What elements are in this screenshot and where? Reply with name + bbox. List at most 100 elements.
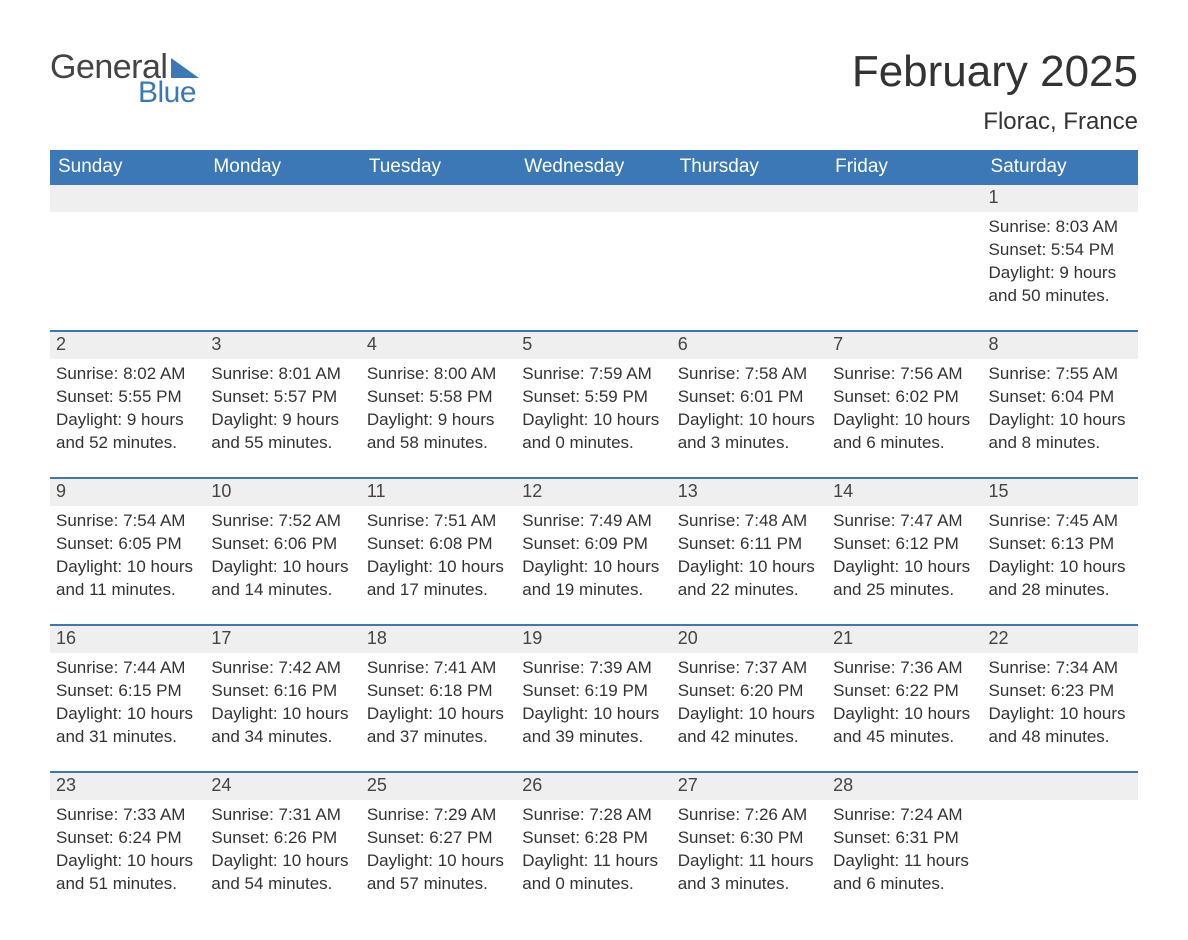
weekday-header: Monday — [205, 150, 360, 185]
sunrise-line: Sunrise: 7:56 AM — [833, 363, 976, 386]
daylight-line: Daylight: 11 hours and 3 minutes. — [678, 850, 821, 896]
daylight-line: Daylight: 10 hours and 8 minutes. — [989, 409, 1132, 455]
daylight-line: Daylight: 9 hours and 50 minutes. — [989, 262, 1132, 308]
daylight-line: Daylight: 11 hours and 0 minutes. — [522, 850, 665, 896]
daylight-line: Daylight: 10 hours and 11 minutes. — [56, 556, 199, 602]
day-details: Sunrise: 8:02 AMSunset: 5:55 PMDaylight:… — [50, 359, 205, 459]
sunrise-line: Sunrise: 7:48 AM — [678, 510, 821, 533]
day-number: 15 — [983, 479, 1138, 506]
week-row: 16Sunrise: 7:44 AMSunset: 6:15 PMDayligh… — [50, 624, 1138, 753]
daylight-line: Daylight: 11 hours and 6 minutes. — [833, 850, 976, 896]
sunrise-line: Sunrise: 7:55 AM — [989, 363, 1132, 386]
day-number — [983, 773, 1138, 800]
day-details — [516, 212, 671, 312]
logo: General Blue — [50, 50, 201, 108]
sunset-line: Sunset: 6:01 PM — [678, 386, 821, 409]
daylight-line: Daylight: 10 hours and 37 minutes. — [367, 703, 510, 749]
sunrise-line: Sunrise: 7:45 AM — [989, 510, 1132, 533]
day-cell: 19Sunrise: 7:39 AMSunset: 6:19 PMDayligh… — [516, 626, 671, 753]
day-details — [205, 212, 360, 312]
day-number: 26 — [516, 773, 671, 800]
sunset-line: Sunset: 6:02 PM — [833, 386, 976, 409]
day-details: Sunrise: 7:52 AMSunset: 6:06 PMDaylight:… — [205, 506, 360, 606]
sunset-line: Sunset: 6:24 PM — [56, 827, 199, 850]
sunset-line: Sunset: 6:08 PM — [367, 533, 510, 556]
weekday-header: Friday — [827, 150, 982, 185]
day-number: 11 — [361, 479, 516, 506]
sunrise-line: Sunrise: 7:49 AM — [522, 510, 665, 533]
sunset-line: Sunset: 6:04 PM — [989, 386, 1132, 409]
page-title: February 2025 — [852, 50, 1138, 94]
day-details — [50, 212, 205, 312]
daylight-line: Daylight: 10 hours and 31 minutes. — [56, 703, 199, 749]
day-number: 12 — [516, 479, 671, 506]
day-cell: 18Sunrise: 7:41 AMSunset: 6:18 PMDayligh… — [361, 626, 516, 753]
sunset-line: Sunset: 6:15 PM — [56, 680, 199, 703]
day-cell: 14Sunrise: 7:47 AMSunset: 6:12 PMDayligh… — [827, 479, 982, 606]
day-details: Sunrise: 7:26 AMSunset: 6:30 PMDaylight:… — [672, 800, 827, 900]
day-cell — [205, 185, 360, 312]
day-cell: 27Sunrise: 7:26 AMSunset: 6:30 PMDayligh… — [672, 773, 827, 900]
day-details — [827, 212, 982, 312]
day-details — [672, 212, 827, 312]
sunrise-line: Sunrise: 7:29 AM — [367, 804, 510, 827]
daylight-line: Daylight: 10 hours and 57 minutes. — [367, 850, 510, 896]
day-cell — [516, 185, 671, 312]
sunrise-line: Sunrise: 7:54 AM — [56, 510, 199, 533]
header-bar: General Blue February 2025 Florac, Franc… — [50, 50, 1138, 136]
daylight-line: Daylight: 10 hours and 34 minutes. — [211, 703, 354, 749]
day-number: 22 — [983, 626, 1138, 653]
sunrise-line: Sunrise: 7:58 AM — [678, 363, 821, 386]
day-cell: 1Sunrise: 8:03 AMSunset: 5:54 PMDaylight… — [983, 185, 1138, 312]
day-cell: 22Sunrise: 7:34 AMSunset: 6:23 PMDayligh… — [983, 626, 1138, 753]
day-number: 25 — [361, 773, 516, 800]
day-details: Sunrise: 7:29 AMSunset: 6:27 PMDaylight:… — [361, 800, 516, 900]
weekday-header: Tuesday — [361, 150, 516, 185]
sunrise-line: Sunrise: 7:42 AM — [211, 657, 354, 680]
day-details: Sunrise: 7:59 AMSunset: 5:59 PMDaylight:… — [516, 359, 671, 459]
day-cell: 2Sunrise: 8:02 AMSunset: 5:55 PMDaylight… — [50, 332, 205, 459]
sunset-line: Sunset: 6:19 PM — [522, 680, 665, 703]
day-details: Sunrise: 7:58 AMSunset: 6:01 PMDaylight:… — [672, 359, 827, 459]
day-number: 24 — [205, 773, 360, 800]
day-number: 18 — [361, 626, 516, 653]
day-cell: 26Sunrise: 7:28 AMSunset: 6:28 PMDayligh… — [516, 773, 671, 900]
day-cell: 6Sunrise: 7:58 AMSunset: 6:01 PMDaylight… — [672, 332, 827, 459]
location-label: Florac, France — [852, 108, 1138, 136]
day-details — [361, 212, 516, 312]
day-details: Sunrise: 7:36 AMSunset: 6:22 PMDaylight:… — [827, 653, 982, 753]
day-details: Sunrise: 8:03 AMSunset: 5:54 PMDaylight:… — [983, 212, 1138, 312]
weekday-header: Wednesday — [516, 150, 671, 185]
day-details: Sunrise: 7:44 AMSunset: 6:15 PMDaylight:… — [50, 653, 205, 753]
day-details: Sunrise: 7:39 AMSunset: 6:19 PMDaylight:… — [516, 653, 671, 753]
day-details: Sunrise: 7:45 AMSunset: 6:13 PMDaylight:… — [983, 506, 1138, 606]
logo-triangle-icon — [171, 56, 201, 78]
day-cell: 12Sunrise: 7:49 AMSunset: 6:09 PMDayligh… — [516, 479, 671, 606]
sunrise-line: Sunrise: 7:47 AM — [833, 510, 976, 533]
day-details: Sunrise: 7:54 AMSunset: 6:05 PMDaylight:… — [50, 506, 205, 606]
day-details: Sunrise: 7:49 AMSunset: 6:09 PMDaylight:… — [516, 506, 671, 606]
day-number: 9 — [50, 479, 205, 506]
sunrise-line: Sunrise: 7:28 AM — [522, 804, 665, 827]
day-number — [361, 185, 516, 212]
daylight-line: Daylight: 10 hours and 19 minutes. — [522, 556, 665, 602]
daylight-line: Daylight: 10 hours and 51 minutes. — [56, 850, 199, 896]
sunrise-line: Sunrise: 7:31 AM — [211, 804, 354, 827]
weekday-header: Saturday — [983, 150, 1138, 185]
day-cell — [827, 185, 982, 312]
day-number — [672, 185, 827, 212]
daylight-line: Daylight: 9 hours and 58 minutes. — [367, 409, 510, 455]
sunrise-line: Sunrise: 7:39 AM — [522, 657, 665, 680]
sunrise-line: Sunrise: 7:24 AM — [833, 804, 976, 827]
day-cell: 10Sunrise: 7:52 AMSunset: 6:06 PMDayligh… — [205, 479, 360, 606]
daylight-line: Daylight: 10 hours and 0 minutes. — [522, 409, 665, 455]
day-number — [516, 185, 671, 212]
sunrise-line: Sunrise: 8:02 AM — [56, 363, 199, 386]
daylight-line: Daylight: 10 hours and 25 minutes. — [833, 556, 976, 602]
day-number: 28 — [827, 773, 982, 800]
day-cell: 3Sunrise: 8:01 AMSunset: 5:57 PMDaylight… — [205, 332, 360, 459]
sunset-line: Sunset: 6:05 PM — [56, 533, 199, 556]
day-details: Sunrise: 7:33 AMSunset: 6:24 PMDaylight:… — [50, 800, 205, 900]
day-cell: 13Sunrise: 7:48 AMSunset: 6:11 PMDayligh… — [672, 479, 827, 606]
day-number: 5 — [516, 332, 671, 359]
